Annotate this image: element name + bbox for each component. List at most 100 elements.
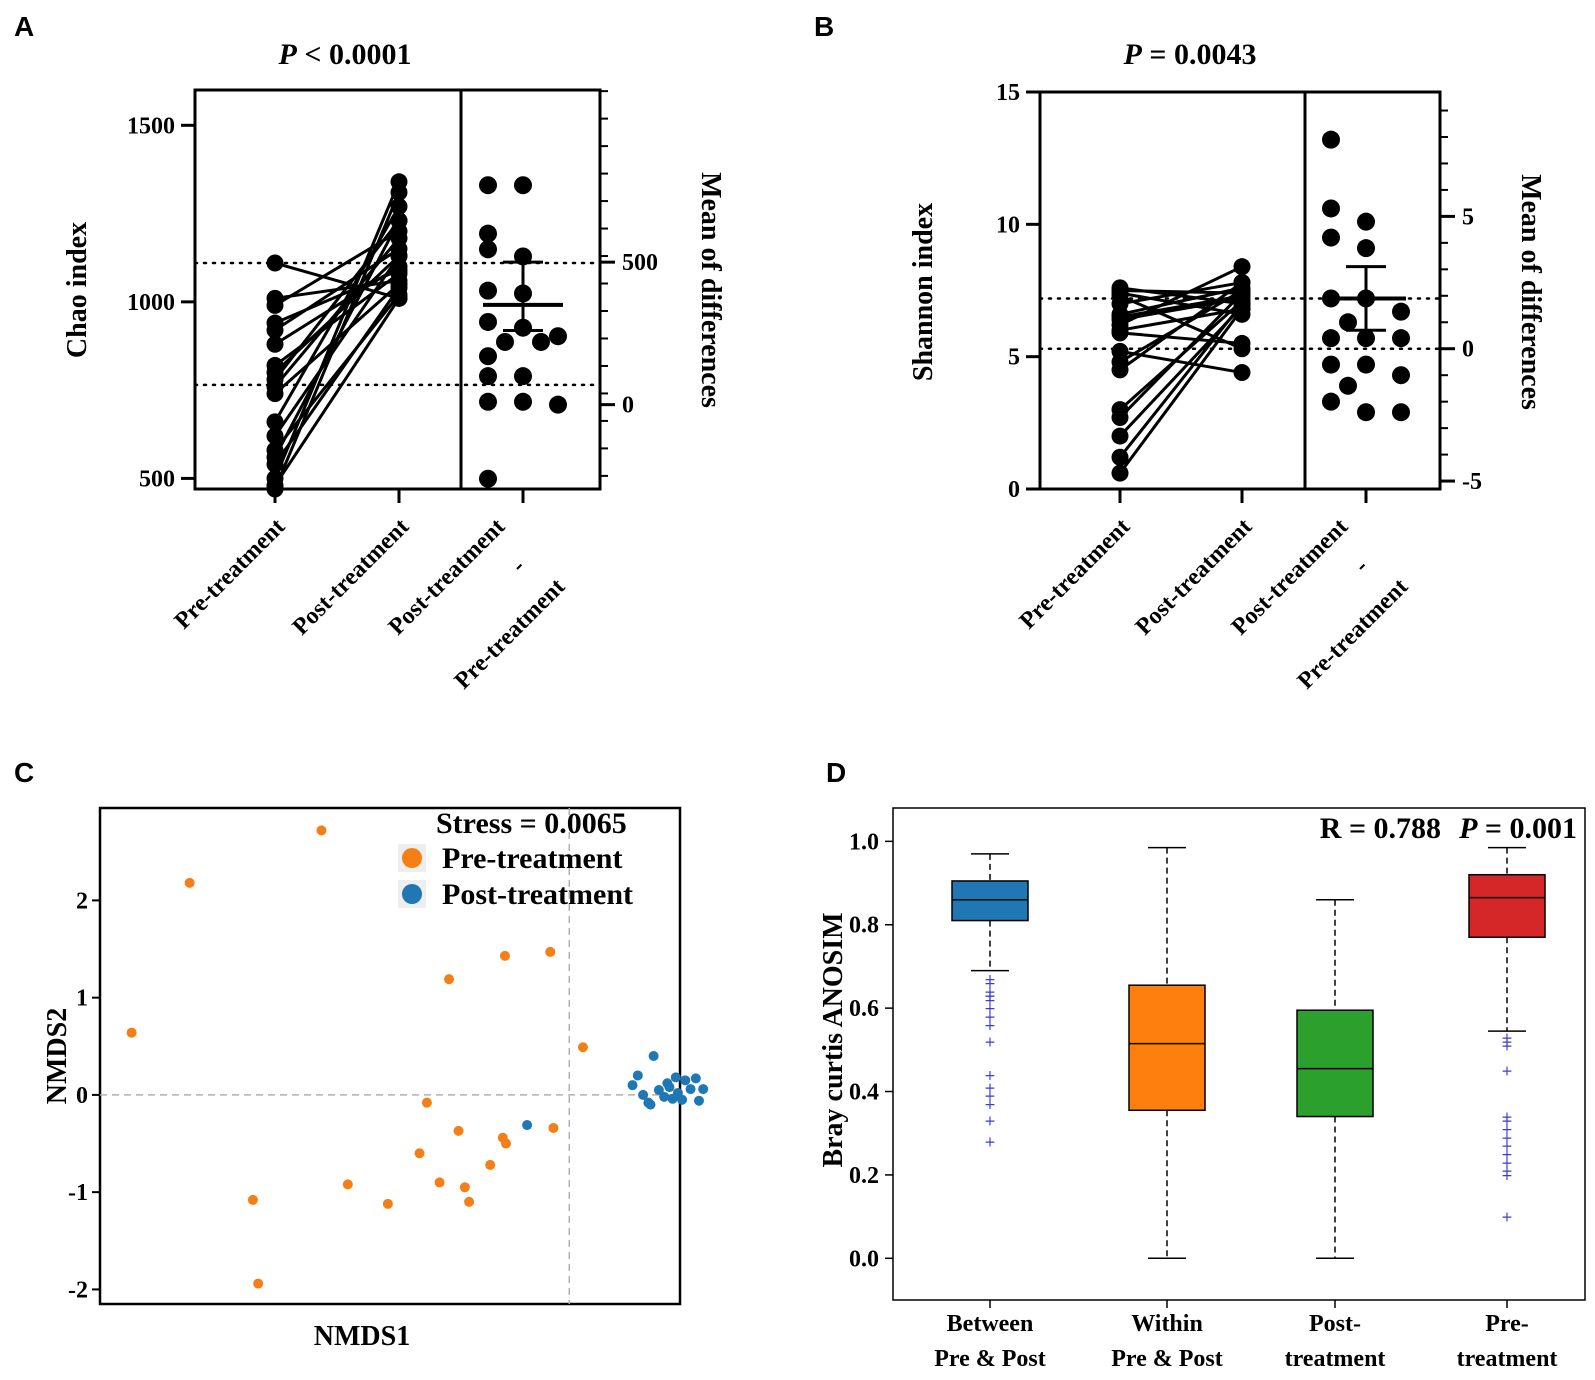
pre-treatment-point [184, 877, 195, 888]
pre-point [266, 254, 284, 272]
panel-d-xlabel-line2: Pre & Post [1111, 1346, 1223, 1372]
panel-d-ytick-label: 0.6 [849, 996, 879, 1022]
panel-b-right-tick-label: -5 [1462, 469, 1482, 495]
panel-b-xlabel-diff-dash: - [1349, 554, 1373, 578]
box-outlier: + [984, 1089, 996, 1105]
legend-pre-marker [402, 848, 422, 868]
panel-a-right-axis: 0 500 [600, 90, 658, 477]
difference-point [1322, 130, 1340, 149]
pre-treatment-point [342, 1179, 353, 1190]
box-outlier: + [1501, 1122, 1513, 1138]
box-outlier: + [1501, 1139, 1513, 1155]
pair-line [1119, 286, 1243, 316]
pre-treatment-point [499, 950, 510, 961]
box-outlier: + [1501, 1034, 1513, 1050]
box-outlier: + [984, 1034, 996, 1050]
box-outlier: + [984, 1018, 996, 1034]
panel-d-p-value: = 0.001 [1477, 812, 1577, 845]
difference-point [1392, 302, 1410, 321]
panel-d-ytick-label: 1.0 [849, 829, 879, 855]
panel-d-ytick-label: 0.2 [849, 1163, 879, 1189]
pre-treatment-point [414, 1148, 425, 1159]
panel-a-title-value: < 0.0001 [297, 38, 412, 71]
panel-d-xlabel-line1: Within [1131, 1311, 1203, 1337]
difference-point [1322, 355, 1340, 374]
panel-a-points [266, 173, 408, 498]
pre-treatment-point [485, 1159, 496, 1170]
difference-point [479, 367, 497, 386]
post-treatment-point [690, 1073, 701, 1084]
difference-point [479, 224, 497, 243]
panel-b-title-value: = 0.0043 [1142, 38, 1257, 71]
pre-point [266, 413, 284, 431]
panel-d-ytick-label: 0.8 [849, 913, 879, 939]
difference-point [1322, 199, 1340, 218]
pair-line [1118, 302, 1244, 459]
panel-b-pair-lines [1118, 265, 1244, 475]
panel-a: A P < 0.0001 Chao index Mean of differen… [14, 11, 726, 694]
post-point [390, 222, 408, 240]
box-outlier: + [1501, 1064, 1513, 1080]
difference-point [1322, 392, 1340, 411]
post-point [1233, 258, 1251, 276]
pre-treatment-point [464, 1196, 475, 1207]
panel-d-stats: R = 0.788 P = 0.001 [1320, 812, 1577, 845]
box-outlier: + [1501, 1114, 1513, 1130]
box-outlier: + [1501, 1147, 1513, 1163]
post-treatment-point [698, 1084, 709, 1095]
panel-b-letter: B [814, 11, 834, 42]
pre-point [1111, 295, 1129, 313]
box-outlier: + [984, 972, 996, 988]
panel-c-stress: Stress = 0.0065 [436, 807, 627, 840]
pre-point [266, 296, 284, 314]
panel-a-title: P < 0.0001 [278, 38, 412, 71]
panel-d-frame [892, 807, 1586, 1301]
post-treatment-point [627, 1080, 638, 1091]
pair-line [274, 265, 400, 346]
panel-d-boxes: ++++++++++++++++++++++++++++++ [951, 846, 1546, 1260]
post-treatment-point [648, 1051, 659, 1061]
post-treatment-point [662, 1078, 673, 1089]
pre-treatment-point [434, 1177, 445, 1188]
post-treatment-point [670, 1072, 681, 1083]
difference-point [514, 367, 532, 386]
pair-line [273, 219, 401, 381]
box-outlier: + [984, 1009, 996, 1025]
box-outlier: + [1501, 1155, 1513, 1171]
box-outlier: + [1501, 1030, 1513, 1046]
panel-c-ytick-label: -2 [68, 1277, 88, 1303]
pair-line [273, 297, 401, 487]
difference-point [479, 281, 497, 300]
pair-line [1119, 307, 1243, 332]
panel-b-differences [1322, 130, 1410, 422]
legend-post-marker [402, 884, 422, 904]
difference-point [1392, 366, 1410, 385]
pair-line [1119, 349, 1243, 375]
difference-point [1357, 239, 1375, 258]
pre-treatment-point [247, 1194, 258, 1205]
panel-c-points [126, 825, 709, 1289]
panel-a-xlabel-diff-dash: - [506, 554, 530, 578]
pair-line [273, 219, 401, 458]
panel-a-ytick-label: 1000 [127, 290, 175, 316]
difference-point [479, 347, 497, 366]
box-outlier: + [984, 976, 996, 992]
box-outlier: + [984, 1080, 996, 1096]
panel-d-xlabel-line1: Pre- [1485, 1311, 1529, 1337]
pair-line [273, 237, 401, 388]
panel-c-legend: Stress = 0.0065 Pre-treatment Post-treat… [398, 807, 633, 911]
pre-treatment-point [459, 1182, 470, 1193]
post-point [390, 289, 408, 307]
panel-b-right-tick-label: 0 [1462, 337, 1474, 363]
panel-a-title-p: P [278, 38, 298, 71]
panel-c-xlabel: NMDS1 [314, 1321, 410, 1352]
panel-b-ytick-label: 10 [996, 212, 1020, 238]
pre-treatment-point [577, 1042, 588, 1053]
box-outlier: + [1501, 1164, 1513, 1180]
post-treatment-point [645, 1099, 656, 1110]
difference-point [1392, 329, 1410, 348]
post-point [390, 265, 408, 283]
pair-line [1118, 308, 1244, 475]
difference-point [549, 327, 567, 346]
panel-b-title-p: P [1123, 38, 1143, 71]
